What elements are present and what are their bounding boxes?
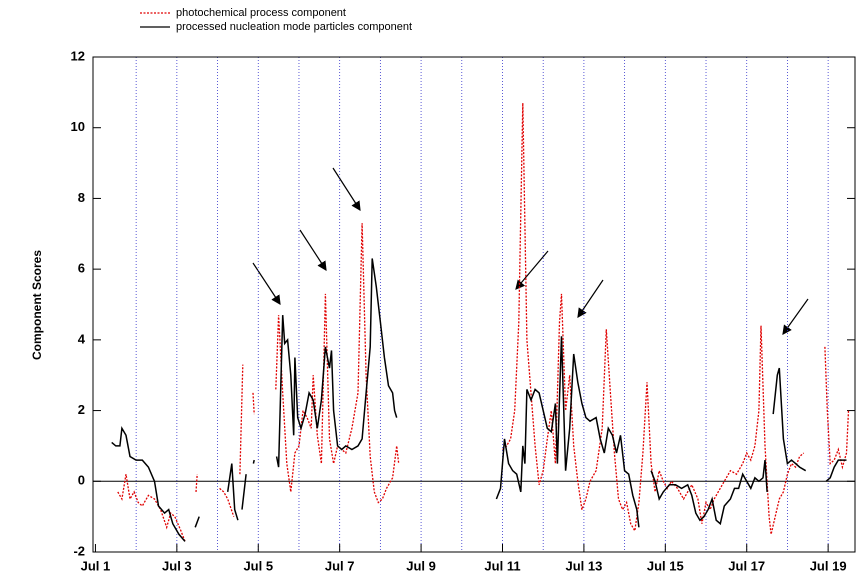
- arrow: [782, 298, 809, 335]
- legend-label: photochemical process component: [176, 7, 346, 19]
- y-tick-label: 8: [78, 190, 85, 205]
- y-axis-label: Component Scores: [30, 250, 44, 360]
- y-tick-label: 2: [78, 402, 85, 417]
- x-tick-label: Jul 7: [325, 558, 355, 573]
- x-tick-label: Jul 17: [728, 558, 765, 573]
- x-tick-label: Jul 11: [484, 558, 520, 573]
- y-tick-label: 12: [71, 48, 85, 63]
- annotation-arrows: [252, 167, 809, 335]
- y-tick-label: -2: [73, 543, 85, 558]
- arrow: [332, 167, 361, 212]
- legend-label: processed nucleation mode particles comp…: [176, 21, 412, 33]
- x-tick-label: Jul 1: [81, 558, 111, 573]
- x-tick-label: Jul 5: [243, 558, 273, 573]
- arrow: [577, 279, 604, 318]
- y-tick-label: 6: [78, 261, 85, 276]
- series-line: [117, 102, 850, 542]
- plot-frame: [92, 56, 856, 553]
- x-tick-label: Jul 13: [565, 558, 602, 573]
- arrow: [252, 262, 281, 306]
- x-tick-label: Jul 15: [647, 558, 684, 573]
- y-tick-label: 0: [78, 473, 85, 488]
- arrow: [515, 250, 549, 290]
- y-tick-label: 10: [71, 119, 85, 134]
- x-tick-label: Jul 19: [810, 558, 847, 573]
- arrow: [299, 229, 327, 272]
- x-tick-label: Jul 3: [162, 558, 192, 573]
- x-tick-label: Jul 9: [406, 558, 436, 573]
- y-tick-label: 4: [78, 331, 86, 346]
- series-line: [111, 258, 847, 542]
